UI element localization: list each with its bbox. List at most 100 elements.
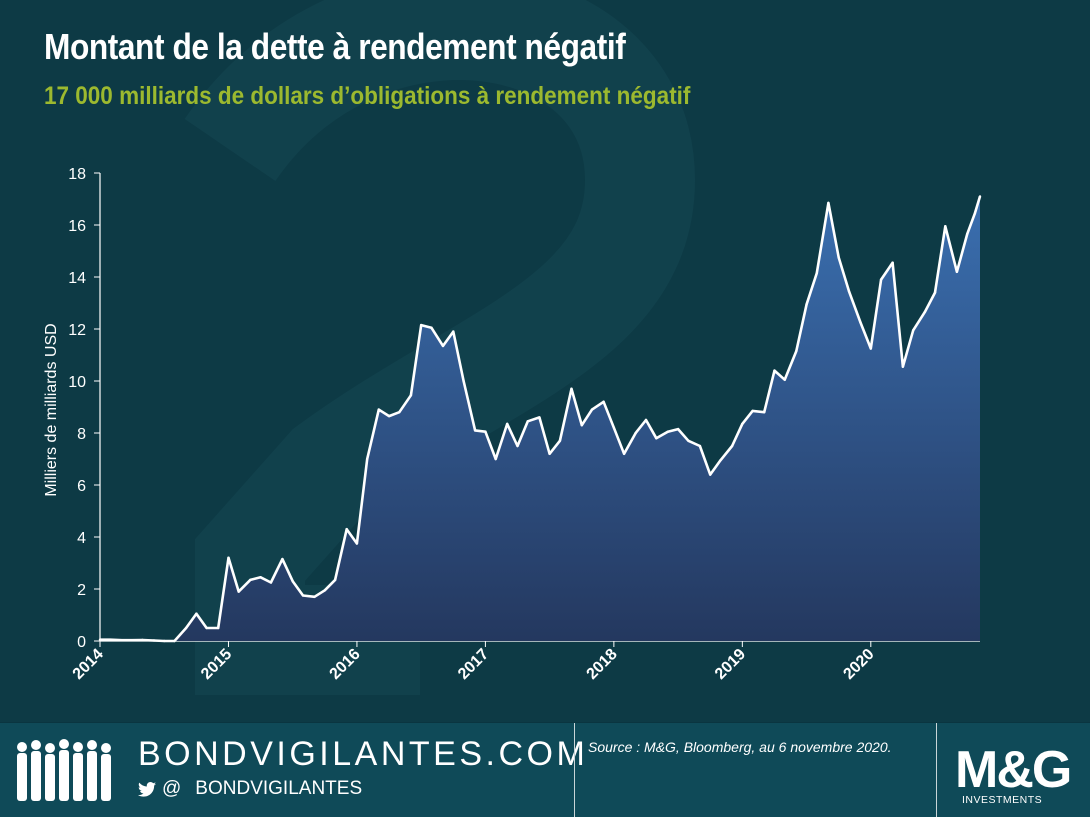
data-point bbox=[430, 326, 433, 329]
data-point bbox=[751, 409, 754, 413]
data-point bbox=[602, 400, 605, 403]
y-tick-label: 8 bbox=[77, 426, 86, 443]
data-point bbox=[795, 349, 798, 353]
footer-divider bbox=[574, 723, 575, 817]
data-point bbox=[452, 330, 455, 333]
data-point bbox=[506, 422, 509, 426]
data-point bbox=[912, 329, 915, 332]
data-point bbox=[622, 452, 626, 455]
data-point bbox=[205, 626, 208, 630]
data-point bbox=[655, 437, 658, 440]
data-point bbox=[313, 595, 316, 598]
data-point bbox=[130, 639, 134, 642]
footer-divider bbox=[936, 723, 937, 817]
y-tick-label: 2 bbox=[77, 582, 86, 599]
data-point bbox=[698, 444, 702, 448]
y-tick-label: 16 bbox=[68, 218, 86, 235]
data-point bbox=[237, 590, 240, 593]
data-point bbox=[98, 638, 102, 641]
data-point bbox=[837, 256, 840, 259]
data-point bbox=[420, 323, 423, 327]
data-point bbox=[494, 457, 497, 461]
x-tick-label: 2018 bbox=[584, 646, 621, 683]
data-point bbox=[291, 580, 294, 583]
social-handle-row[interactable]: @ BONDVIGILANTES bbox=[138, 778, 362, 800]
data-point bbox=[847, 290, 851, 293]
y-tick-label: 10 bbox=[68, 374, 86, 391]
data-point bbox=[869, 347, 872, 350]
data-point bbox=[719, 459, 722, 462]
people-silhouettes-icon bbox=[17, 739, 111, 801]
x-tick-label: 2017 bbox=[455, 646, 492, 683]
data-point bbox=[441, 344, 445, 348]
y-tick-label: 12 bbox=[68, 322, 86, 339]
data-point bbox=[879, 278, 883, 281]
data-point bbox=[730, 444, 734, 448]
data-point bbox=[805, 303, 808, 306]
data-point bbox=[259, 576, 262, 579]
data-point bbox=[217, 626, 220, 630]
data-point bbox=[377, 408, 380, 411]
data-point bbox=[227, 556, 230, 559]
data-point bbox=[173, 639, 176, 643]
page-title: Montant de la dette à rendement négatif bbox=[44, 26, 626, 67]
at-sign: @ bbox=[162, 778, 182, 799]
x-tick-label: 2014 bbox=[70, 646, 107, 683]
data-point bbox=[763, 411, 766, 414]
data-point bbox=[387, 414, 391, 418]
data-point bbox=[120, 639, 124, 642]
data-point bbox=[944, 225, 947, 228]
data-point bbox=[526, 420, 529, 423]
data-point bbox=[269, 581, 273, 584]
data-point bbox=[570, 387, 573, 390]
data-point bbox=[687, 439, 690, 442]
data-point bbox=[355, 542, 359, 545]
data-point bbox=[462, 379, 465, 383]
data-point bbox=[666, 430, 669, 433]
logo-tagline: INVESTMENTS bbox=[962, 794, 1043, 806]
data-point bbox=[301, 594, 305, 597]
y-tick-label: 0 bbox=[77, 634, 86, 651]
data-point bbox=[195, 612, 198, 615]
data-point bbox=[409, 394, 413, 397]
data-point bbox=[815, 271, 818, 275]
data-point bbox=[933, 291, 937, 294]
x-tick-label: 2020 bbox=[840, 646, 877, 683]
twitter-bird-icon bbox=[138, 781, 156, 797]
brand-name[interactable]: BONDVIGILANTES.COM bbox=[138, 735, 589, 773]
data-point bbox=[141, 638, 144, 642]
x-tick-label: 2015 bbox=[198, 646, 235, 683]
x-tick-label: 2019 bbox=[712, 646, 749, 683]
data-point bbox=[741, 422, 744, 426]
data-point bbox=[827, 201, 830, 205]
data-point bbox=[891, 261, 894, 264]
data-point bbox=[901, 365, 905, 368]
y-tick-label: 4 bbox=[77, 530, 86, 547]
y-tick-label: 6 bbox=[77, 478, 86, 495]
negative-yield-area-chart: 0 2 4 6 8 10 12 14 16 18 2014 2015 2016 2017 2018 2019 2… bbox=[43, 166, 982, 683]
data-point bbox=[783, 378, 786, 381]
data-point bbox=[163, 639, 166, 643]
data-point bbox=[249, 578, 252, 582]
data-point bbox=[978, 195, 982, 198]
series-area-fill bbox=[100, 196, 980, 641]
data-point bbox=[516, 444, 519, 448]
data-point bbox=[955, 270, 959, 273]
data-point bbox=[548, 452, 551, 455]
y-tick-label: 18 bbox=[68, 166, 86, 183]
data-point bbox=[709, 473, 712, 476]
data-point bbox=[859, 321, 862, 324]
data-point bbox=[109, 638, 112, 641]
data-point bbox=[773, 369, 776, 372]
data-point bbox=[612, 426, 616, 429]
mg-logo[interactable]: M&G bbox=[955, 737, 1083, 795]
data-point bbox=[281, 557, 284, 561]
data-point bbox=[644, 418, 648, 422]
data-point bbox=[634, 431, 637, 435]
footer-bar: BONDVIGILANTES.COM @ BONDVIGILANTES Sour… bbox=[0, 722, 1090, 817]
logo-text: M&G bbox=[955, 741, 1070, 795]
social-handle: BONDVIGILANTES bbox=[195, 778, 363, 799]
data-point bbox=[184, 626, 188, 630]
page-subtitle: 17 000 milliards de dollars d’obligation… bbox=[44, 82, 691, 110]
data-point bbox=[366, 457, 369, 461]
